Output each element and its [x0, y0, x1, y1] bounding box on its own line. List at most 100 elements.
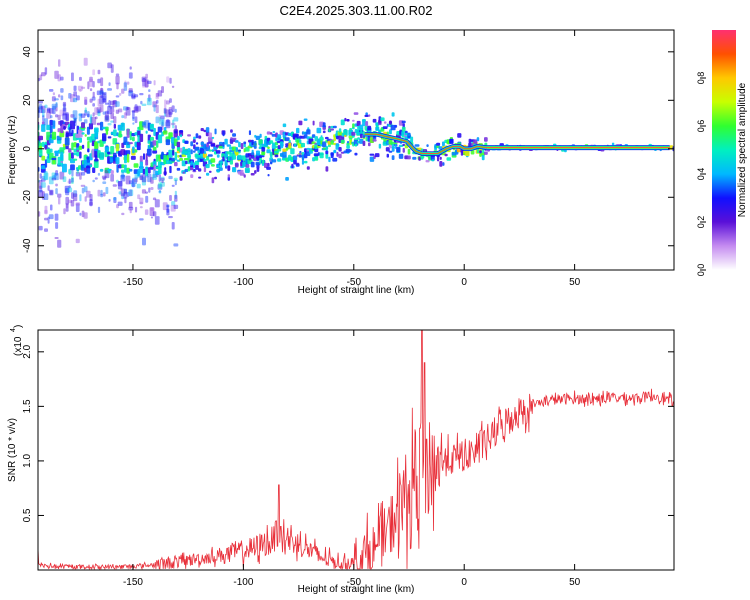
spectrogram-cell: [319, 152, 324, 159]
colorbar: 0.0 0.2 0.4 0.6 0.8 Normalized spectral ampl…: [696, 30, 748, 276]
spectrogram-cell: [208, 132, 212, 138]
spectrogram-cell: [365, 136, 368, 142]
x-tick-label: 50: [569, 577, 581, 588]
spectrogram-cell: [267, 146, 270, 149]
spectrogram-cell: [173, 117, 179, 122]
spectrogram-cell: [79, 212, 82, 216]
spectrogram-cell: [375, 122, 379, 126]
spectrogram-cell: [88, 123, 93, 130]
spectrogram-cell: [126, 106, 130, 110]
spectrogram-cell: [320, 135, 323, 138]
spectrogram-cell: [161, 121, 164, 131]
spectrogram-cell: [256, 167, 260, 172]
spectrogram-cell: [72, 110, 78, 120]
spectrogram-cell: [47, 216, 50, 224]
spectrogram-cell: [322, 141, 327, 148]
spectrogram-cell: [243, 143, 246, 148]
spectrogram-cell: [210, 144, 216, 147]
spectrogram-cell: [128, 72, 133, 79]
spectrogram-cell: [251, 139, 254, 146]
spectrogram-cell: [137, 135, 140, 143]
spectrogram-cell: [110, 120, 115, 123]
spectrogram-cell: [254, 170, 257, 174]
spectrogram-cell: [124, 80, 127, 88]
spectrogram-cell: [54, 98, 59, 101]
spectrogram-cell: [364, 114, 369, 117]
spectrogram-cell: [112, 100, 118, 108]
spectrogram-cell: [165, 121, 171, 127]
spectrogram-cell: [163, 156, 167, 160]
spectrogram-cell: [293, 143, 297, 147]
spectrogram-cell: [79, 89, 82, 92]
spectrogram-cell: [113, 197, 117, 203]
spectrogram-cell: [147, 173, 152, 183]
spectrogram-cell: [86, 136, 90, 141]
spectrogram-cell: [325, 150, 329, 155]
spectrogram-cell: [142, 121, 146, 128]
colorbar-tick-label: 0.2: [696, 216, 706, 229]
spectrogram-cell: [142, 168, 146, 175]
colorbar-label: Normalized spectral amplitude: [737, 82, 748, 217]
spectrogram-cell: [179, 158, 183, 161]
spectrogram-cell: [144, 175, 149, 178]
spectrogram-cell: [89, 199, 93, 207]
spectrogram-cell: [132, 136, 135, 142]
spectrogram-cell: [38, 179, 41, 183]
spectrogram-cell: [105, 110, 109, 114]
spectrogram-cell: [130, 155, 136, 160]
spectrogram-cell: [155, 93, 160, 100]
spectrogram-cell: [50, 115, 53, 119]
spectrogram-cell: [205, 127, 210, 133]
spectrogram-cell: [94, 107, 99, 115]
spectrogram-cell: [89, 164, 93, 168]
spectrogram-cell: [479, 152, 482, 157]
spectrogram-cell: [73, 117, 77, 127]
spectrogram-cell: [107, 105, 112, 115]
spectrogram-cell: [139, 155, 143, 163]
spectrogram-cell: [92, 167, 96, 173]
spectrogram-cell: [431, 159, 435, 162]
spectrogram-cell: [44, 159, 48, 168]
spectrogram-cell: [44, 145, 48, 150]
spectrogram-cell: [120, 122, 125, 131]
spectrogram-cell: [407, 132, 411, 137]
spectrogram-cell: [44, 67, 48, 75]
spectrogram-cell: [74, 118, 77, 123]
spectrogram-cell: [99, 95, 104, 105]
spectrogram-cells: [38, 57, 674, 248]
figure-title: C2E4.2025.303.11.00.R02: [280, 3, 433, 18]
spectrogram-cell: [126, 141, 130, 145]
spectrogram-cell: [79, 76, 82, 81]
spectrogram-cell: [168, 107, 173, 110]
spectrogram-cell: [328, 128, 331, 132]
spectrogram-cell: [301, 154, 305, 160]
spectrogram-cell: [107, 123, 112, 126]
spectrogram-cell: [483, 151, 488, 155]
spectrogram-cell: [97, 206, 101, 213]
spectrogram-cell: [359, 138, 364, 144]
spectrogram-cell: [49, 189, 54, 196]
spectrogram-cell: [134, 94, 139, 98]
spectrogram-cell: [147, 80, 152, 84]
spectrogram-cell: [336, 151, 339, 157]
spectrogram-cell: [49, 148, 53, 153]
spectrogram-cell: [269, 151, 273, 158]
spectrogram-cell: [132, 122, 135, 125]
spectrogram-cell: [73, 148, 77, 153]
spectrogram-y-label: Frequency (Hz): [7, 116, 18, 185]
spectrogram-cell: [80, 184, 86, 187]
spectrogram-cell: [164, 108, 167, 117]
spectrogram-cell: [51, 157, 57, 161]
spectrogram-cell: [386, 123, 389, 127]
spectrogram-cell: [99, 104, 104, 112]
spectrogram-cell: [73, 85, 77, 91]
spectrogram-cell: [116, 204, 119, 209]
spectrogram-cell: [131, 93, 136, 100]
spectrogram-cell: [87, 148, 90, 153]
spectrogram-cell: [65, 112, 69, 121]
spectrogram-cell: [107, 88, 112, 91]
spectrogram-cell: [154, 216, 160, 225]
spectrogram-cell: [369, 156, 375, 162]
spectrogram-cell: [58, 94, 61, 98]
